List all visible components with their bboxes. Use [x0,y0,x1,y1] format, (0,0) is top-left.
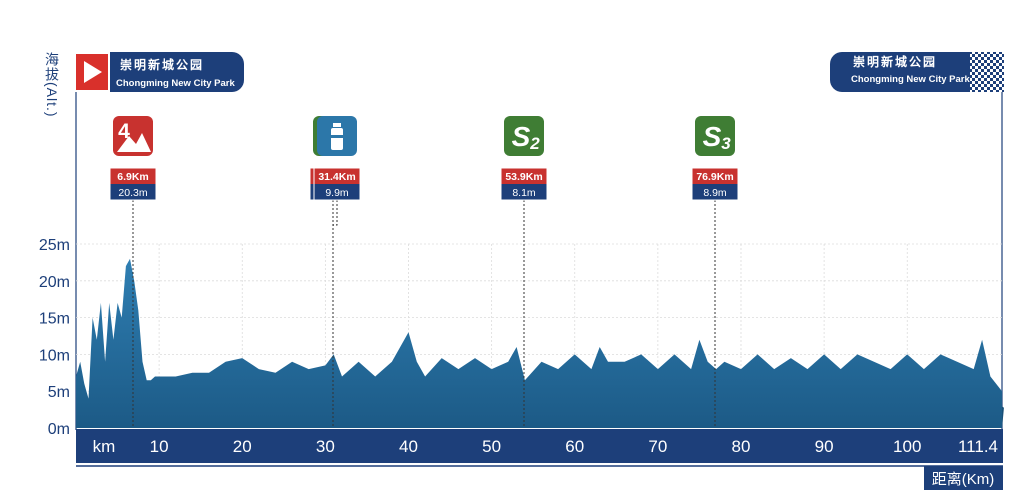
marker-distance-bg [692,168,738,184]
marker-sprint: S 3 76.9Km 8.9m [691,116,739,428]
y-tick-label: 15m [39,311,70,328]
marker-altitude-bg [501,184,547,200]
start-title-cn: 崇明新城公园 [120,57,204,72]
x-axis-title: 距离(Km) [932,471,995,488]
marker-distance-bg [110,168,156,184]
marker-distance: 76.9Km [696,171,733,183]
x-unit-label: km [93,437,116,456]
x-tick-labels: 10 20 30 40 50 60 70 80 90 100 111.4 [150,437,998,456]
marker-distance-bg [314,168,360,184]
marker-distance-bg [501,168,547,184]
marker-sprint: S 2 53.9Km 8.1m [500,116,548,428]
mountain-icon [117,133,151,152]
sprint-label: S [703,121,722,152]
finish-title-en: Chongming New City Park [851,74,970,85]
marker-distance: 6.9Km [117,171,149,183]
x-tick-label: 10 [150,437,169,456]
y-tick-label: 10m [39,347,70,364]
x-axis-title-badge [924,466,1003,490]
x-tick-label: 100 [893,437,921,456]
finish-title-cn: 崇明新城公园 [853,54,937,69]
x-tick-label: 80 [732,437,751,456]
marker-altitude-bg [314,184,360,200]
marker-connector [332,200,338,226]
marker-altitude: 9.9m [325,187,349,199]
y-tick-label: 0m [48,421,70,438]
marker-altitude: 8.9m [703,187,727,199]
x-tick-label: 20 [233,437,252,456]
sprint-number: 2 [529,134,540,153]
y-tick-label: 20m [39,274,70,291]
marker-altitude: 20.3m [118,187,147,199]
x-tick-label: 50 [482,437,501,456]
elevation-area [76,258,1002,428]
x-tick-label: 30 [316,437,335,456]
checkered-flag-icon [970,52,1004,92]
marker-distance: 31.4Km [318,171,355,183]
x-tick-label: 70 [648,437,667,456]
x-axis-band [76,429,1003,463]
marker-altitude-bg [110,184,156,200]
marker-icon-box [504,116,544,156]
marker-climb: 4 6.9Km 20.3m [109,116,157,428]
start-title-en: Chongming New City Park [116,78,235,89]
x-tick-label: 111.4 [958,437,998,456]
marker-altitude-bg [692,184,738,200]
marker-distance: 53.9Km [505,171,542,183]
sprint-number: 3 [721,134,731,153]
y-tick-label: 5m [48,384,70,401]
y-tick-label: 25m [39,237,70,254]
y-axis-title: 海拔(Alt.) [44,52,60,118]
water-bottle-icon [331,123,343,150]
start-badge: 崇明新城公园 Chongming New City Park [74,52,244,92]
x-tick-label: 90 [815,437,834,456]
finish-badge: 崇明新城公园 Chongming New City Park [830,52,1004,92]
sprint-label: S [512,121,531,152]
marker-altitude: 8.1m [512,187,536,199]
climb-category-label: 4 [118,120,130,143]
x-tick-label: 60 [565,437,584,456]
marker-icon-box [695,116,735,156]
marker-water: 31.4Km 9.9m [313,116,361,226]
route-markers: 46.9Km20.3mS130.9Km9m31.4Km9.9mS253.9Km8… [109,116,739,428]
y-tick-labels: 0m 5m 10m 15m 20m 25m [39,237,70,438]
x-tick-label: 40 [399,437,418,456]
